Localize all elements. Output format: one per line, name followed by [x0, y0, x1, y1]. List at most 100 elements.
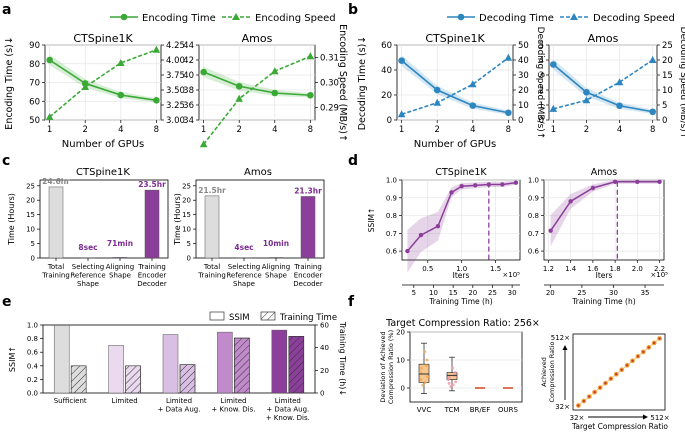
- d1-exp: ×10⁵: [502, 271, 520, 279]
- b2-xtick-1: 2: [584, 125, 589, 135]
- a2-y2label: Encoding Speed (MB/s)↑: [337, 24, 348, 142]
- f1-point-0-3: [426, 359, 429, 362]
- b2-time-point-0: [550, 61, 557, 68]
- f2-ylabel-a: Achieved: [540, 357, 548, 387]
- d2-xtick-4: 2.0: [632, 265, 643, 273]
- b1-ytick-2: 40: [381, 66, 392, 76]
- a1-time-point-3: [153, 97, 160, 104]
- c2-xtick-0-1: Training: [197, 272, 226, 280]
- a2-xtick-3: 8: [308, 125, 313, 135]
- d2-point-1: [568, 199, 572, 203]
- a1-time-point-2: [117, 92, 124, 99]
- c1-bar-label-0: 24.6hr: [42, 177, 70, 186]
- c2-bar-label-0: 21.5hr: [198, 186, 226, 195]
- a2-ytick-4: 42: [183, 56, 194, 66]
- d2-ytick-2: 0.8: [528, 212, 539, 220]
- e-ytick-4: 0.8: [27, 335, 38, 343]
- b1-y2tick-0: 0: [518, 116, 523, 126]
- e-y2label: Training Time (h)↓: [338, 321, 347, 396]
- f1-xtick-0: VVC: [417, 406, 432, 414]
- f1-ytick-1: 10: [396, 357, 405, 365]
- panel-label-b: b: [348, 2, 358, 18]
- c1-bar-3: [145, 190, 159, 258]
- a2-ytick-3: 40: [183, 71, 194, 81]
- a2-y2tick-0: 0.29: [320, 104, 339, 114]
- b2-y2tick-0: 0: [662, 116, 667, 126]
- b1-time-line: [402, 61, 509, 113]
- panel-label-c: c: [2, 153, 10, 169]
- legend-b: Decoding Time Decoding Speed: [447, 13, 675, 24]
- a1-title: CTSpine1K: [73, 32, 133, 45]
- a1-xtick-0: 1: [47, 125, 52, 135]
- a2-time-point-3: [307, 92, 314, 99]
- e-xtick-2-0: Limited: [166, 397, 192, 405]
- c1-ylabel: Time (Hours): [7, 193, 16, 246]
- d2-x2tick-1: 25: [577, 289, 586, 297]
- a1-y2tick-3: 3.75: [166, 71, 185, 81]
- b2-ytick-2: 2: [539, 86, 544, 96]
- a2-title: Amos: [242, 32, 273, 45]
- b2-time-point-3: [649, 108, 656, 115]
- d2-xlabel: Iters: [596, 271, 613, 280]
- b1-xtick-2: 4: [470, 125, 475, 135]
- a2-time-point-2: [271, 90, 278, 97]
- b1-ytick-3: 60: [381, 41, 392, 51]
- b1-xtick-0: 1: [399, 125, 404, 135]
- d2-point-4: [635, 180, 639, 184]
- a2-xtick-1: 2: [237, 125, 242, 135]
- b2-y2tick-4: 20: [662, 56, 673, 66]
- c1-xtick-3-0: Training: [137, 263, 166, 271]
- c2-title: Amos: [244, 167, 272, 178]
- a1-ytick-0: 50: [29, 116, 40, 126]
- d1-point-8: [514, 180, 518, 184]
- f1-point-1-6: [449, 385, 452, 388]
- c1-xtick-1-1: Reference: [70, 272, 105, 280]
- a2-xtick-2: 4: [272, 125, 277, 135]
- a1-ytick-3: 80: [29, 60, 40, 70]
- f2-point-core-1: [583, 400, 585, 402]
- e-ylabel: SSIM↑: [8, 346, 17, 372]
- b2-speed-point-2: [616, 78, 624, 85]
- e-xtick-0-0: Sufficient: [54, 397, 87, 405]
- b1-y2tick-5: 50: [518, 41, 529, 51]
- c2-xtick-2-1: Shape: [265, 272, 287, 280]
- d2-xtick-0: 1.2: [543, 265, 554, 273]
- legend-encoding-time: Encoding Time: [142, 13, 216, 24]
- a2-frame: [199, 45, 315, 120]
- b1-time-point-0: [398, 57, 405, 64]
- b1-ytick-0: 0: [387, 116, 392, 126]
- d1-title: CTSpine1K: [435, 167, 487, 178]
- panel-label-d: d: [348, 153, 358, 169]
- d2-point-0: [548, 228, 552, 232]
- e-legend-ssim-swatch: [210, 312, 224, 320]
- f2-point-core-2: [588, 395, 590, 397]
- chart-f2: 32× 512× 32× 512× Target Compression Rat…: [540, 334, 670, 431]
- e-ytick-1: 0.2: [27, 376, 38, 384]
- e-xtick-1-0: Limited: [112, 397, 138, 405]
- c1-ytick-4: 20: [26, 197, 35, 205]
- f1-point-1-0: [454, 380, 457, 383]
- c1-xtick-3-1: Encoder: [138, 272, 167, 280]
- a1-speed-line: [50, 50, 157, 117]
- chart-e: SSIM Training Time 0.00.20.40.60.81.0020…: [8, 312, 347, 422]
- a1-time-band: [50, 55, 157, 103]
- f2-point-core-14: [653, 342, 655, 344]
- a1-y2tick-5: 4.25: [166, 41, 185, 51]
- c2-xtick-1-2: Shape: [233, 280, 255, 288]
- d1-ylabel: SSIM↑: [367, 208, 376, 233]
- f2-point-core-7: [615, 373, 617, 375]
- f2-point-core-4: [599, 386, 601, 388]
- f2-ytick-high: 512×: [551, 334, 570, 342]
- d1-point-7: [500, 182, 504, 186]
- e-ssim-bar-1: [109, 345, 124, 393]
- c1-bar-2: [113, 257, 127, 258]
- d2-x2tick-0: 20: [546, 289, 555, 297]
- f1-point-0-1: [420, 367, 423, 370]
- a2-ytick-0: 34: [183, 116, 194, 126]
- e-y2tick-0: 0: [320, 390, 324, 398]
- d1-x2tick-2: 15: [449, 289, 458, 297]
